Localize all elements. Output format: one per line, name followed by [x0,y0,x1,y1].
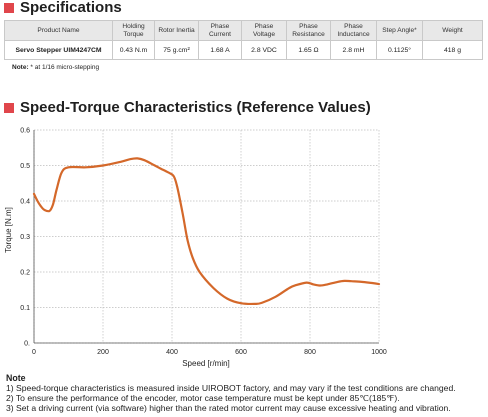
note-item-3: 3) Set a driving current (via software) … [6,403,451,413]
cell-holding-torque: 0.43 N.m [112,40,155,60]
section-marker-icon [4,103,14,113]
y-tick-label: 0.5 [20,163,30,170]
notes-title: Note [6,373,26,383]
cell-rotor-inertia: 75 g.cm² [154,40,199,60]
chart-grid [33,129,380,344]
note-item-1: 1) Speed-torque characteristics is measu… [6,383,456,393]
x-tick-labels: 0 200 400 600 800 1000 [32,349,387,356]
y-tick-labels: 0. 0.1 0.2 0.3 0.4 0.5 0.6 [20,128,30,348]
section-marker-icon [4,3,14,13]
x-tick-label: 800 [304,349,316,356]
cell-weight: 418 g [422,40,483,60]
header-step-angle: Step Angle* [376,20,423,41]
cell-phase-resistance: 1.65 Ω [286,40,331,60]
header-weight: Weight [422,20,483,41]
notes-section: Note 1) Speed-torque characteristics is … [6,373,486,413]
x-tick-label: 1000 [371,349,387,356]
header-phase-current: Phase Current [198,20,242,41]
table-header-row: Product Name Holding Torque Rotor Inerti… [4,20,483,41]
x-axis-label: Speed [r/min] [182,359,230,368]
header-phase-voltage: Phase Voltage [241,20,287,41]
header-phase-resistance: Phase Resistance [286,20,331,41]
y-axis-label: Torque [N.m] [4,207,13,253]
cell-phase-voltage: 2.8 VDC [241,40,287,60]
speed-torque-header: Speed-Torque Characteristics (Reference … [4,99,371,117]
header-product-name: Product Name [4,20,113,41]
y-tick-label: 0.4 [20,199,30,206]
y-tick-label: 0. [24,341,30,348]
x-tick-label: 200 [97,349,109,356]
y-tick-label: 0.2 [20,270,30,277]
header-phase-inductance: Phase Inductance [330,20,377,41]
torque-curve [32,157,381,306]
note-text: * at 1/16 micro-stepping [28,64,100,71]
cell-product-name: Servo Stepper UIM4247CM [4,40,113,60]
y-tick-label: 0.6 [20,128,30,135]
header-holding-torque: Holding Torque [112,20,155,41]
header-rotor-inertia: Rotor Inertia [154,20,199,41]
note-label: Note: [12,64,29,71]
cell-phase-inductance: 2.8 mH [330,40,377,60]
micro-stepping-note: Note: * at 1/16 micro-stepping [12,64,99,71]
chart-axes [33,130,379,344]
specifications-header: Specifications [4,0,122,16]
specifications-title: Specifications [20,0,122,16]
y-tick-label: 0.1 [20,305,30,312]
specifications-table: Product Name Holding Torque Rotor Inerti… [4,20,483,60]
speed-torque-title: Speed-Torque Characteristics (Reference … [20,99,371,116]
cell-step-angle: 0.1125° [376,40,423,60]
note-item-2: 2) To ensure the performance of the enco… [6,393,400,403]
x-tick-label: 400 [166,349,178,356]
x-tick-label: 0 [32,349,36,356]
y-tick-label: 0.3 [20,234,30,241]
speed-torque-chart: 0. 0.1 0.2 0.3 0.4 0.5 0.6 0 200 400 600 800 1000 T… [4,128,387,369]
x-tick-label: 600 [235,349,247,356]
table-row: Servo Stepper UIM4247CM 0.43 N.m 75 g.cm… [4,40,483,60]
cell-phase-current: 1.68 A [198,40,242,60]
